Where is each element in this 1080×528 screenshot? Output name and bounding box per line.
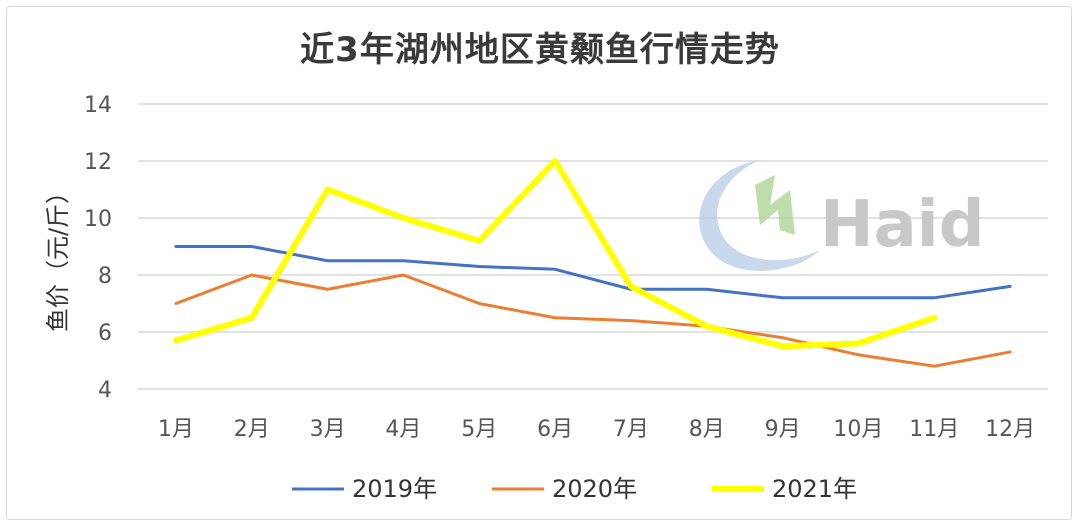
x-tick-label: 12月 bbox=[985, 417, 1035, 442]
x-tick-label: 3月 bbox=[310, 417, 346, 442]
chart-frame bbox=[6, 6, 1072, 520]
y-axis-label: 鱼价（元/斤） bbox=[44, 180, 72, 332]
x-tick-label: 4月 bbox=[385, 417, 421, 442]
x-tick-label: 11月 bbox=[909, 417, 959, 442]
y-tick-label: 10 bbox=[84, 207, 112, 232]
x-tick-label: 7月 bbox=[613, 417, 649, 442]
gridlines bbox=[138, 103, 1048, 390]
series-line-3 bbox=[172, 158, 938, 350]
x-tick-label: 9月 bbox=[765, 417, 801, 442]
y-tick-label: 6 bbox=[98, 321, 112, 346]
y-tick-label: 12 bbox=[84, 150, 112, 175]
legend-label-2: 2020年 bbox=[552, 475, 637, 503]
x-axis-ticks: 1月 2月 3月 4月 5月 6月 7月 8月 9月 10月 11月 12月 bbox=[158, 417, 1035, 442]
x-tick-label: 6月 bbox=[537, 417, 573, 442]
legend: 2019年 2020年 2021年 bbox=[292, 475, 857, 503]
watermark-text: Haid bbox=[820, 188, 985, 262]
legend-label-1: 2019年 bbox=[352, 475, 437, 503]
series-line-2 bbox=[174, 273, 1012, 368]
y-axis-ticks: 4 6 8 10 12 14 bbox=[84, 93, 112, 403]
x-tick-label: 1月 bbox=[158, 417, 194, 442]
x-tick-label: 2月 bbox=[234, 417, 270, 442]
haid-logo-watermark: Haid bbox=[699, 160, 985, 271]
y-tick-label: 8 bbox=[98, 264, 112, 289]
chart-title: 近3年湖州地区黄颡鱼行情走势 bbox=[300, 30, 780, 70]
x-tick-label: 5月 bbox=[461, 417, 497, 442]
legend-label-3: 2021年 bbox=[772, 475, 857, 503]
series-line-1 bbox=[174, 245, 1012, 300]
x-tick-label: 8月 bbox=[689, 417, 725, 442]
x-tick-label: 10月 bbox=[833, 417, 883, 442]
series-lines bbox=[172, 158, 1012, 368]
y-tick-label: 4 bbox=[98, 378, 112, 403]
y-tick-label: 14 bbox=[84, 93, 112, 118]
